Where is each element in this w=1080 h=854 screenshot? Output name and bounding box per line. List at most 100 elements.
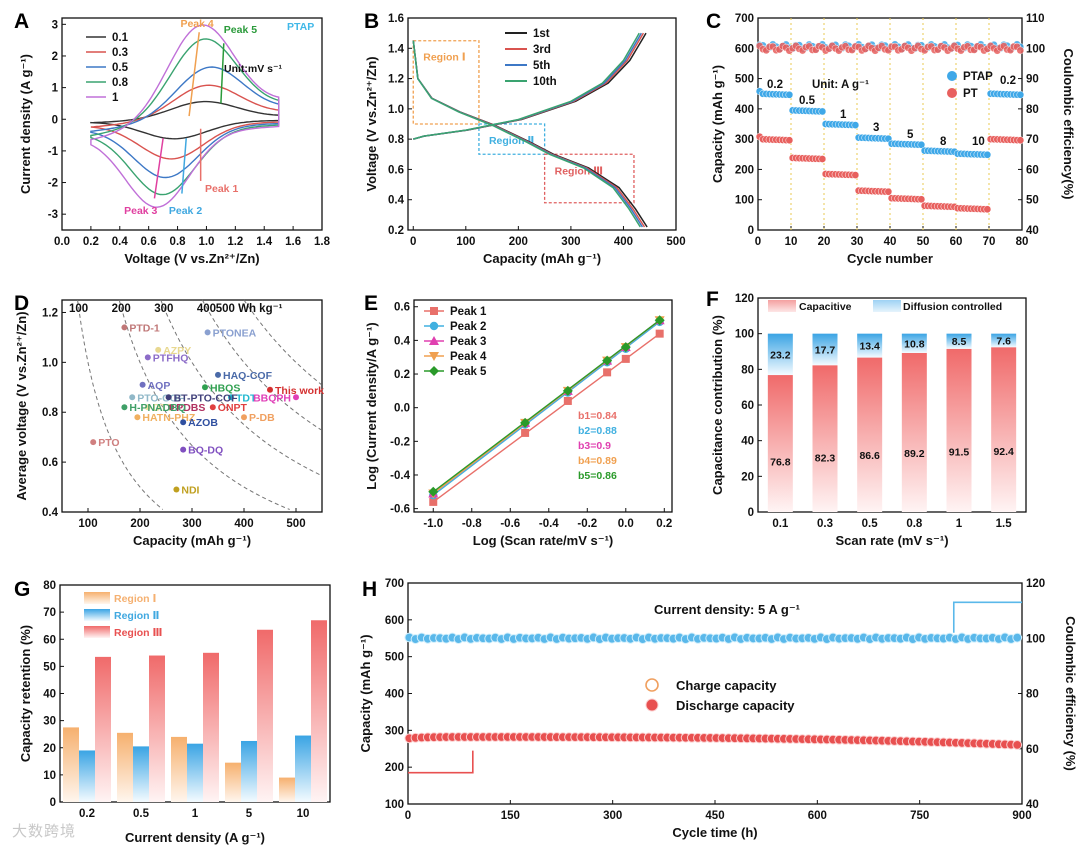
plot-frame	[413, 299, 673, 513]
y2-tick-label: 60	[1026, 164, 1039, 176]
b-value-label: b2=0.88	[578, 425, 617, 437]
peak-arrow	[181, 138, 187, 194]
x-tick-label: -0.2	[577, 518, 597, 530]
y-tick-label: 120	[735, 293, 754, 305]
ce-point	[1016, 46, 1025, 55]
point-label: AQP	[148, 380, 171, 392]
x-tick-label: 450	[705, 810, 724, 822]
bar-value-label: 10.8	[904, 338, 925, 350]
data-point	[562, 385, 573, 396]
region-box	[412, 40, 480, 125]
data-point	[168, 404, 175, 411]
bar-diffusion	[991, 333, 1017, 348]
region-label: Region Ⅰ	[423, 52, 465, 64]
rate-label: 0.2	[767, 79, 783, 91]
x-tick-label: 0.6	[141, 236, 157, 248]
data-point	[139, 381, 146, 388]
x-axis-title: Scan rate (mV s⁻¹)	[835, 533, 948, 548]
y-tick-label: 3	[52, 19, 58, 31]
x-tick-label: 0.2	[656, 518, 672, 530]
energy-contour	[118, 299, 290, 510]
y-tick-label: -3	[48, 209, 58, 221]
bar-value-label: 8.5	[952, 336, 967, 348]
panel-label-F: F	[706, 288, 719, 311]
data-point	[241, 414, 247, 421]
x-tick-label: 500	[286, 518, 305, 530]
x-tick-label: 200	[509, 236, 528, 248]
legend-label: 3rd	[533, 44, 551, 56]
cv-curve	[90, 24, 280, 208]
rate-label: 5	[907, 129, 914, 141]
bar-value-label: 92.4	[993, 446, 1014, 458]
legend-label: 1st	[533, 28, 550, 40]
axes-H: 0 150 300 450 600 750 900 100 200 300 400 500 600 700…	[358, 578, 1078, 840]
y-axis-title: Capacity (mAh g⁻¹)	[358, 634, 373, 752]
legend-label: Region Ⅱ	[114, 610, 159, 622]
x-tick-label: -0.8	[462, 518, 482, 530]
discharge-curve	[412, 40, 644, 228]
y-axis-title: Current density (A g⁻¹)	[18, 54, 33, 194]
axes-A: 0.0 0.2 0.4 0.6 0.8 1.0 1.2 1.4 1.6 1.8 -3 -2 -1 0 1 2 3…	[18, 17, 331, 266]
y-tick-label: 1.4	[388, 43, 405, 55]
y2-tick-label: 80	[1026, 689, 1039, 701]
legend-label: Peak 1	[450, 306, 487, 318]
panel-label-D: D	[14, 292, 29, 315]
x-tick-label: 750	[910, 810, 929, 822]
capacity-point	[917, 195, 926, 204]
x-tick-label: 100	[456, 236, 475, 248]
rate-label: 0.5	[799, 95, 816, 107]
capacity-point	[1016, 90, 1025, 99]
data-point	[621, 354, 630, 363]
y2-tick-label: 60	[1026, 744, 1039, 756]
bar	[79, 750, 95, 802]
axis-pointer	[952, 601, 1022, 633]
x-tick-label: 1.0	[198, 236, 214, 248]
y-tick-label: 500	[385, 652, 404, 664]
x-tick-label: 10	[297, 808, 310, 820]
y-tick-label: 1.2	[388, 74, 404, 86]
data-point	[165, 394, 172, 401]
y-tick-label: 1.0	[388, 104, 404, 116]
y2-axis-title: Coulombic efficiency (%)	[1063, 616, 1078, 771]
y-tick-label: 40	[43, 689, 56, 701]
bar	[311, 620, 327, 802]
legend-label: Peak 2	[450, 321, 486, 333]
watermark: 大数跨境	[12, 822, 77, 840]
y-tick-label: 30	[43, 716, 56, 728]
point-label: PTD-1	[129, 322, 159, 334]
data-point	[655, 329, 664, 338]
y2-tick-label: 80	[1026, 104, 1039, 116]
point-label: TDT	[236, 392, 257, 404]
y-axis-title: Capacitance contribution (%)	[710, 315, 725, 495]
energy-contour	[201, 299, 322, 431]
x-tick-label: -0.4	[539, 518, 559, 530]
x-tick-label: 1.4	[256, 236, 273, 248]
bar	[171, 736, 187, 802]
legend-marker	[429, 321, 439, 331]
capacity-point	[851, 171, 860, 179]
bar-value-label: 91.5	[949, 447, 970, 459]
y-tick-label: -2	[48, 178, 58, 190]
bar-diffusion	[767, 333, 793, 376]
bar-capacitive	[767, 375, 793, 512]
charge-curve	[413, 32, 647, 140]
x-tick-label: 20	[818, 236, 831, 248]
data-point	[134, 414, 141, 421]
capacity-point	[785, 136, 794, 145]
point-label: HBQS	[210, 382, 240, 394]
y-tick-label: 100	[735, 195, 754, 207]
y-tick-label: -1	[48, 146, 59, 158]
discharge-curve	[412, 40, 648, 228]
capacity-point	[884, 187, 893, 196]
condition-note: Current density: 5 A g⁻¹	[654, 602, 800, 617]
point-label: P-DB	[249, 412, 275, 424]
bar	[257, 629, 273, 802]
y-tick-label: 500	[735, 74, 754, 86]
bar-capacitive	[901, 352, 927, 512]
y-tick-label: 100	[735, 329, 754, 341]
x-tick-label: 0	[755, 236, 761, 248]
x-tick-label: 5	[246, 808, 253, 820]
peak-arrow	[220, 43, 225, 104]
x-tick-label: 300	[561, 236, 580, 248]
legend-label: 0.1	[112, 32, 129, 44]
